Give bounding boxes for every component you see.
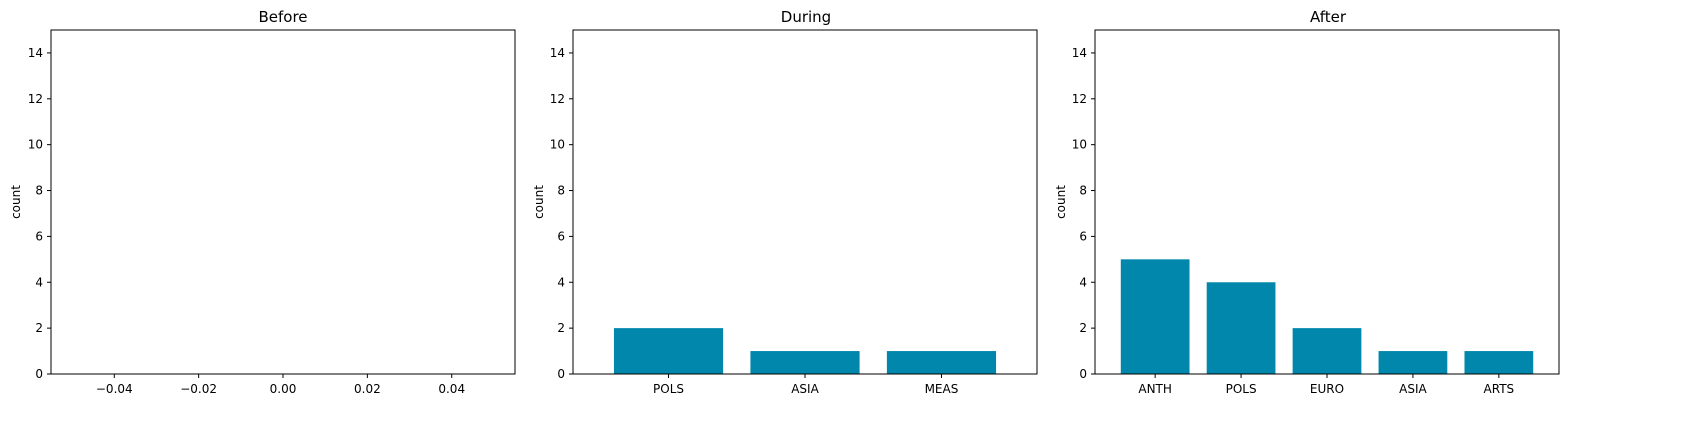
y-tick-label: 8 — [557, 184, 565, 198]
x-tick-label: 0.02 — [354, 382, 381, 396]
panel-after: After count ANTH POLS EURO ASIA ARTS 0 2 4 6 8 10 1… — [1054, 8, 1560, 396]
plot-area: ANTH POLS EURO ASIA ARTS 0 2 4 6 8 10 12 14 — [1072, 29, 1560, 396]
y-tick-label: 2 — [35, 321, 43, 335]
y-tick-label: 12 — [28, 92, 43, 106]
panel-before: Before count −0.04 −0.02 0.00 0.02 0.04 0 2 4 6 8… — [9, 8, 516, 396]
x-tick-label: EURO — [1310, 382, 1344, 396]
bar-arts — [1464, 351, 1534, 374]
y-axis-label: count — [9, 185, 23, 219]
x-tick-label: ASIA — [791, 382, 819, 396]
y-tick-label: 12 — [1072, 92, 1087, 106]
bar-asia — [750, 351, 860, 374]
bar-anth — [1120, 259, 1190, 374]
y-tick-label: 14 — [550, 46, 565, 60]
y-axis-label: count — [1054, 185, 1068, 219]
bar-meas — [886, 351, 997, 374]
panel-title: After — [1310, 8, 1347, 26]
axes-frame — [50, 29, 516, 375]
panel-title: Before — [258, 8, 307, 26]
x-tick-label: POLS — [653, 382, 684, 396]
x-tick-label: −0.02 — [180, 382, 217, 396]
y-tick-label: 10 — [550, 138, 565, 152]
y-tick-label: 8 — [1079, 184, 1087, 198]
bar-asia — [1378, 351, 1448, 374]
y-axis-label: count — [532, 185, 546, 219]
y-tick-label: 4 — [35, 275, 43, 289]
y-tick-label: 6 — [35, 229, 43, 243]
y-tick-label: 12 — [550, 92, 565, 106]
x-tick-label: POLS — [1226, 382, 1257, 396]
plot-area: −0.04 −0.02 0.00 0.02 0.04 0 2 4 6 8 10 12 14 — [28, 29, 516, 396]
y-tick-label: 10 — [1072, 138, 1087, 152]
y-tick-label: 14 — [28, 46, 43, 60]
x-tick-label: −0.04 — [96, 382, 133, 396]
x-tick-label: 0.00 — [270, 382, 297, 396]
y-tick-label: 8 — [35, 184, 43, 198]
y-tick-label: 6 — [1079, 229, 1087, 243]
y-tick-label: 10 — [28, 138, 43, 152]
axes-frame — [1094, 29, 1560, 375]
y-tick-label: 4 — [1079, 275, 1087, 289]
x-tick-label: ANTH — [1138, 382, 1172, 396]
y-tick-label: 4 — [557, 275, 565, 289]
panel-title: During — [781, 8, 831, 26]
bar-pols — [613, 328, 724, 374]
plot-area: POLS ASIA MEAS 0 2 4 6 8 10 12 14 — [550, 29, 1038, 396]
x-tick-label: ASIA — [1399, 382, 1427, 396]
bar-pols — [1206, 282, 1276, 374]
x-tick-label: MEAS — [925, 382, 959, 396]
y-tick-label: 0 — [35, 367, 43, 381]
bar-euro — [1292, 328, 1362, 374]
y-tick-label: 0 — [1079, 367, 1087, 381]
y-tick-label: 14 — [1072, 46, 1087, 60]
y-tick-label: 2 — [557, 321, 565, 335]
y-tick-label: 0 — [557, 367, 565, 381]
axes-frame — [572, 29, 1038, 375]
y-tick-label: 6 — [557, 229, 565, 243]
x-tick-label: 0.04 — [438, 382, 465, 396]
x-tick-label: ARTS — [1484, 382, 1515, 396]
panel-during: During count POLS ASIA MEAS 0 2 4 6 8 10 12 14 — [532, 8, 1038, 396]
y-tick-label: 2 — [1079, 321, 1087, 335]
